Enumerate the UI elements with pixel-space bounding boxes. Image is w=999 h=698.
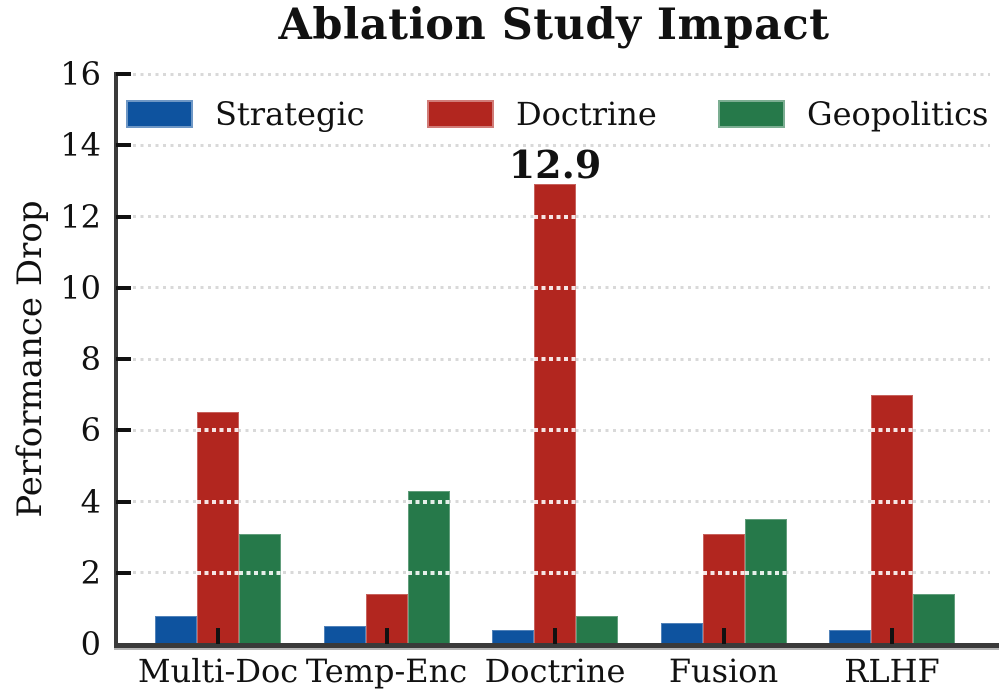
y-tick-label-6: 6 <box>80 411 101 450</box>
legend-item-doctrine: Doctrine <box>427 98 657 130</box>
gridline-y14 <box>118 143 990 147</box>
y-tick-10 <box>116 285 131 290</box>
bar-grid-dots-y4 <box>534 499 576 504</box>
y-tick-label-16: 16 <box>60 55 101 93</box>
y-tick-6 <box>116 428 131 433</box>
legend-item-strategic: Strategic <box>126 98 365 130</box>
bar-grid-dots-y6 <box>197 428 239 433</box>
legend-label-geopolitics: Geopolitics <box>807 95 989 133</box>
y-tick-12 <box>116 214 131 219</box>
bar-doctrine-multi-doc <box>197 412 239 644</box>
bar-geopolitics-doctrine <box>576 615 618 644</box>
x-tick-label-temp-enc: Temp-Enc <box>305 652 468 690</box>
bar-annotation: 12.9 <box>508 142 602 187</box>
y-tick-16 <box>116 72 131 76</box>
y-tick-8 <box>116 357 131 361</box>
y-tick-4 <box>116 499 131 504</box>
legend-swatch-doctrine <box>427 100 494 128</box>
bar-grid-dots-y12 <box>534 214 576 219</box>
x-axis-spine <box>114 643 999 648</box>
x-tick-fusion <box>721 628 726 644</box>
y-tick-label-2: 2 <box>80 553 101 592</box>
bar-strategic-temp-enc <box>323 626 366 644</box>
bar-grid-dots-y4 <box>407 499 450 504</box>
y-tick-label-4: 4 <box>80 482 101 521</box>
legend-swatch-geopolitics <box>718 100 785 128</box>
y-tick-2 <box>116 570 131 575</box>
bar-grid-dots-y2 <box>197 570 239 575</box>
bar-strategic-multi-doc <box>155 615 197 644</box>
y-tick-label-14: 14 <box>60 126 101 165</box>
legend-swatch-strategic <box>126 100 193 128</box>
plot-area: 0 2 4 6 8 10 12 14 16 Multi-Doc Temp-Enc Doctrine Fu… <box>60 57 999 690</box>
bar-grid-dots-y2 <box>871 570 913 575</box>
bar-grid-dots-y10 <box>534 285 576 290</box>
bar-strategic-rlhf <box>829 629 871 644</box>
bar-grid-dots-y6 <box>871 428 913 433</box>
legend-label-doctrine: Doctrine <box>516 95 657 133</box>
bar-doctrine-rlhf <box>871 394 913 644</box>
bar-geopolitics-multi-doc <box>239 533 281 644</box>
gridline-y16 <box>118 72 990 76</box>
bar-grid-dots-y2 <box>407 570 450 575</box>
x-tick-label-doctrine: Doctrine <box>484 652 626 690</box>
y-tick-label-8: 8 <box>80 340 101 378</box>
bar-grid-dots-y2 <box>534 570 576 575</box>
bar-geopolitics-fusion <box>744 519 787 644</box>
bar-geopolitics-rlhf <box>913 594 955 644</box>
bar-doctrine-fusion <box>702 533 745 644</box>
bar-grid-dots-y8 <box>534 357 576 361</box>
bar-grid-dots-y4 <box>871 499 913 504</box>
bar-geopolitics-temp-enc <box>407 490 450 644</box>
x-tick-multi-doc <box>216 628 220 644</box>
x-tick-rlhf <box>890 628 894 644</box>
bar-strategic-fusion <box>660 622 703 644</box>
y-tick-14 <box>116 143 131 148</box>
bar-strategic-doctrine <box>492 629 534 644</box>
x-tick-label-multi-doc: Multi-Doc <box>137 652 299 690</box>
bar-doctrine-doctrine <box>534 184 576 644</box>
y-tick-label-12: 12 <box>60 197 101 236</box>
x-tick-doctrine <box>553 628 557 644</box>
bar-grid-dots-y2 <box>744 570 787 575</box>
legend-item-geopolitics: Geopolitics <box>718 98 988 130</box>
bar-grid-dots-y6 <box>534 428 576 433</box>
x-tick-label-fusion: Fusion <box>668 652 779 690</box>
legend-label-strategic: Strategic <box>215 95 365 133</box>
x-tick-temp-enc <box>384 628 389 644</box>
y-tick-label-0: 0 <box>80 625 101 663</box>
y-tick-label-10: 10 <box>60 268 101 307</box>
chart-title: Ablation Study Impact <box>278 0 830 50</box>
x-tick-label-rlhf: RLHF <box>844 652 940 690</box>
bar-grid-dots-y2 <box>239 570 281 575</box>
bar-grid-dots-y4 <box>197 499 239 504</box>
bar-grid-dots-y2 <box>702 570 745 575</box>
